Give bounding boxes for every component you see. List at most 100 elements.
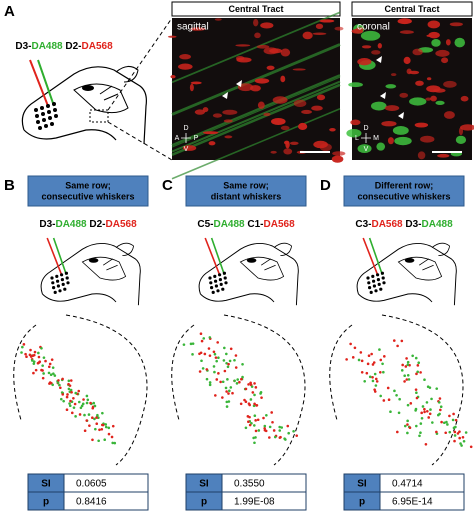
cell-dot (464, 431, 468, 434)
cell-dot (423, 410, 426, 414)
cell-dot (57, 379, 60, 382)
cell-dot (407, 378, 411, 381)
cell-dot (111, 424, 115, 428)
panel-label: A (4, 3, 15, 20)
cell-dot (207, 347, 211, 350)
cell-dot (29, 348, 32, 352)
cell-dot (345, 358, 348, 361)
cell-dot (226, 378, 229, 381)
cell-dot (435, 430, 438, 434)
cell-dot (446, 423, 449, 426)
cell-dot (205, 368, 209, 371)
cell-dot (214, 394, 217, 397)
red-blob (223, 119, 233, 123)
arrowhead (222, 92, 228, 99)
red-blob (420, 135, 435, 143)
green-blob (376, 142, 386, 151)
table-key: SI (199, 479, 209, 490)
red-blob (384, 105, 400, 111)
cell-dot (461, 436, 465, 439)
cell-dot (365, 371, 369, 375)
legend-dye: DA568 (82, 41, 114, 52)
red-blob (406, 68, 412, 75)
cell-dot (59, 386, 62, 390)
red-blob (192, 28, 198, 31)
cell-dot (233, 358, 236, 362)
red-blob (311, 105, 323, 111)
cell-dot (37, 355, 41, 359)
cell-dot (411, 354, 414, 358)
red-blob (266, 65, 275, 70)
red-blob (458, 127, 464, 136)
cell-dot (247, 402, 251, 405)
cell-dot (373, 390, 377, 393)
cell-dot (445, 420, 448, 424)
cell-dot (456, 432, 460, 435)
dye-legend: D3-DA488 D2-DA568 (15, 41, 113, 52)
red-blob (441, 57, 449, 64)
cell-dot (236, 378, 239, 381)
green-blob (431, 38, 441, 47)
cell-dot (448, 430, 452, 434)
cell-dot (371, 376, 374, 379)
cell-dot (101, 411, 104, 415)
red-blob (178, 63, 193, 70)
cell-dot (199, 332, 203, 335)
fiber (171, 108, 341, 180)
cell-dot (423, 378, 426, 381)
cell-dot (421, 405, 425, 408)
cell-dot (100, 427, 104, 431)
cell-dot (67, 382, 70, 386)
cell-dot (406, 363, 410, 367)
cell-dot (263, 426, 266, 430)
cell-dot (257, 429, 261, 432)
legend-prefix: D2- (89, 219, 105, 230)
arrowhead (380, 92, 386, 99)
cell-dot (255, 404, 258, 407)
cell-dot (382, 370, 385, 374)
cell-dot (253, 393, 256, 397)
red-blob (312, 32, 327, 36)
cell-dot (448, 414, 451, 418)
legend-dye: DA568 (371, 219, 403, 230)
cell-dot (215, 378, 219, 381)
cell-dot (68, 402, 71, 405)
panel-title: distant whiskers (211, 191, 282, 201)
cell-dot (444, 431, 448, 435)
fiber (171, 11, 341, 84)
table-value: 0.8416 (76, 497, 107, 508)
table-value: 1.99E-08 (234, 497, 275, 508)
cell-dot (101, 423, 105, 427)
cell-dot (386, 386, 390, 390)
orientation-cross (361, 133, 371, 143)
cell-dot (221, 396, 224, 399)
cell-dot (381, 362, 384, 366)
cell-dot (378, 348, 381, 351)
cell-dot (88, 424, 91, 427)
cell-dot (36, 361, 40, 365)
cell-dot (224, 386, 228, 390)
cell-dot (392, 339, 396, 342)
cell-dot (111, 441, 114, 445)
fiber (171, 80, 341, 153)
cell-dot (225, 361, 228, 365)
cell-dot (32, 360, 36, 363)
table-value-cell (221, 491, 307, 511)
cell-dot (250, 385, 254, 388)
red-blob (302, 31, 313, 40)
cell-dot (248, 423, 252, 427)
cell-dot (74, 391, 78, 395)
cell-dot (217, 356, 220, 360)
legend-dye: DA488 (422, 219, 454, 230)
red-blob (280, 125, 290, 131)
cell-dot (418, 434, 421, 438)
cell-dot (56, 381, 60, 384)
cell-dot (222, 359, 226, 362)
dye-legend: D3-DA488 D2-DA568 (39, 219, 137, 230)
cell-dot (420, 411, 423, 415)
table-value: 0.3550 (234, 479, 265, 490)
legend-prefix: D3- (39, 219, 55, 230)
cell-dot (59, 397, 63, 401)
panel-title: Same row; (65, 180, 111, 190)
red-blob (194, 109, 206, 115)
